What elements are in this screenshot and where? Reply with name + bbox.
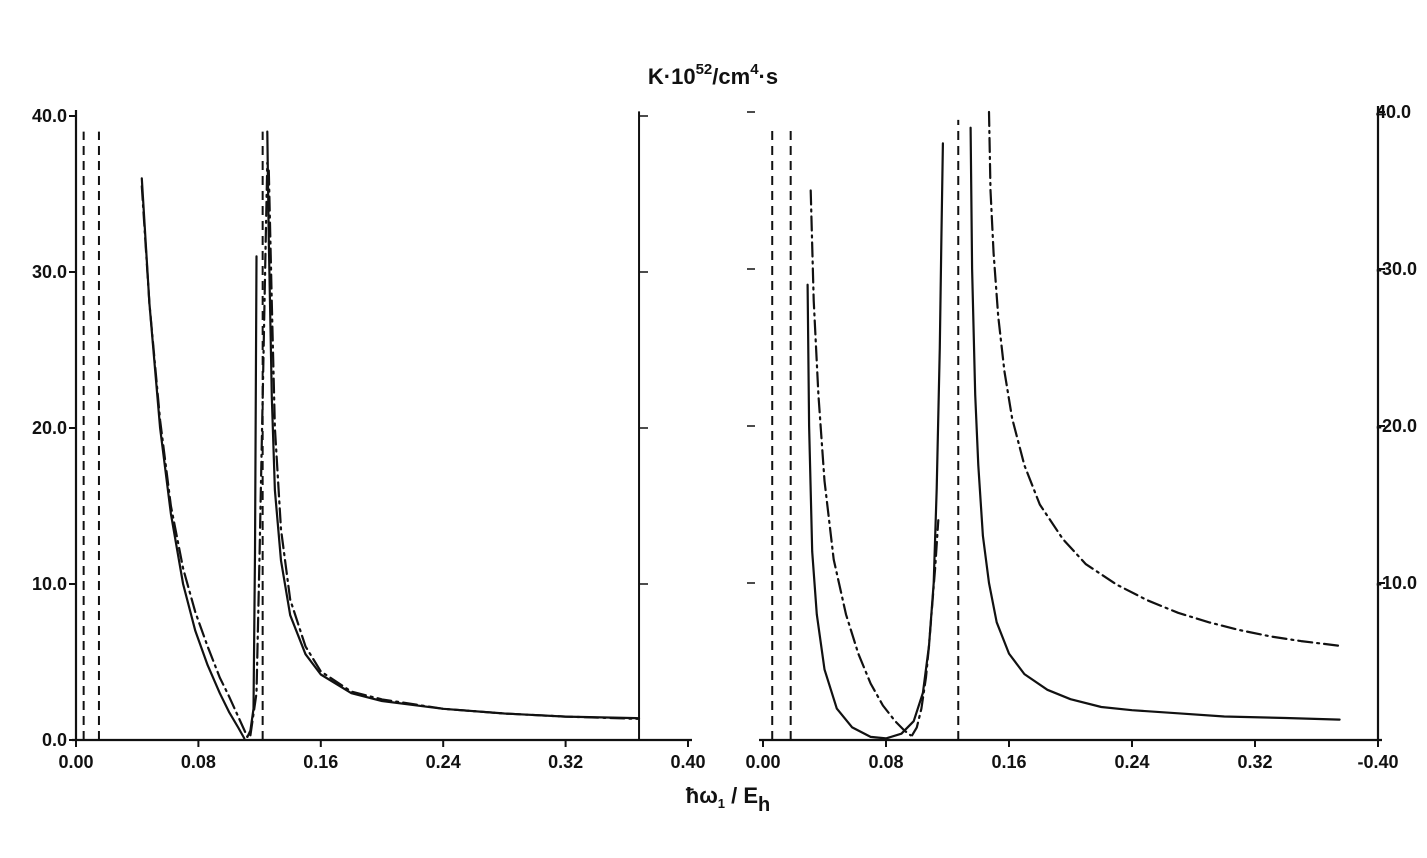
right-series-solid-segment-1 (969, 126, 1341, 721)
x-title-main: ħω (686, 783, 718, 808)
x-title-sub1: 1 (718, 796, 725, 811)
left-x-tick-label: 0.08 (181, 752, 216, 772)
left-x-tick-label: 0.32 (548, 752, 583, 772)
right-y-tick-label: -10.0 (1376, 573, 1417, 593)
y-title-mid: /cm (712, 64, 750, 89)
right-x-tick-label: -0.40 (1357, 752, 1398, 772)
right-x-tick-label: 0.08 (868, 752, 903, 772)
left-x-tick-label: 0.00 (58, 752, 93, 772)
left-y-tick-label: 30.0 (32, 262, 67, 282)
left-y-tick-label: 0.0 (42, 730, 67, 750)
right-series-solid-segment-0 (806, 142, 945, 740)
x-title-mid: / E (725, 783, 758, 808)
right-panel: 0.00 0.08 0.16 0.24 0.32 -0.40 -10.0 -20.0 -30.0… (745, 102, 1417, 772)
y-axis-title: K·1052/cm4·s (648, 61, 778, 89)
left-series-solid-segment-0 (140, 177, 246, 740)
right-x-tick-label: 0.32 (1237, 752, 1272, 772)
left-series-solid-segment-1 (246, 255, 258, 739)
right-series-dashdot-segment-2 (987, 110, 1341, 647)
left-x-tick-label: 0.40 (670, 752, 705, 772)
left-series-solid-segment-2 (266, 130, 641, 720)
x-title-sub2: h (758, 794, 770, 816)
left-series-dashdot-segment-2 (267, 169, 641, 721)
y-title-base: K·10 (648, 64, 696, 89)
right-y-tick-label: 40.0 (1376, 102, 1411, 122)
left-series-dashdot-segment-0 (140, 185, 249, 739)
y-title-tail: ·s (759, 64, 779, 89)
left-x-tick-label: 0.16 (303, 752, 338, 772)
left-y-tick-label: 10.0 (32, 574, 67, 594)
x-axis-title: ħω1 / Eh (686, 783, 771, 816)
y-title-exp2: 4 (750, 61, 759, 78)
left-series-dashdot-segment-1 (249, 161, 269, 737)
right-x-tick-label: 0.24 (1114, 752, 1149, 772)
right-x-tick-label: 0.16 (991, 752, 1026, 772)
right-y-tick-label: -30.0 (1376, 259, 1417, 279)
left-panel: 0.00 0.08 0.16 0.24 0.32 0.40 0.0 10.0 20.0 30.0 4… (32, 106, 706, 772)
right-series-dashdot-segment-0 (809, 189, 912, 737)
right-y-tick-label: -20.0 (1376, 416, 1417, 436)
left-y-tick-label: 40.0 (32, 106, 67, 126)
left-y-tick-label: 20.0 (32, 418, 67, 438)
right-series-dashdot-segment-1 (910, 519, 940, 737)
y-title-exp1: 52 (696, 61, 713, 78)
right-x-tick-label: 0.00 (745, 752, 780, 772)
left-x-tick-label: 0.24 (426, 752, 461, 772)
